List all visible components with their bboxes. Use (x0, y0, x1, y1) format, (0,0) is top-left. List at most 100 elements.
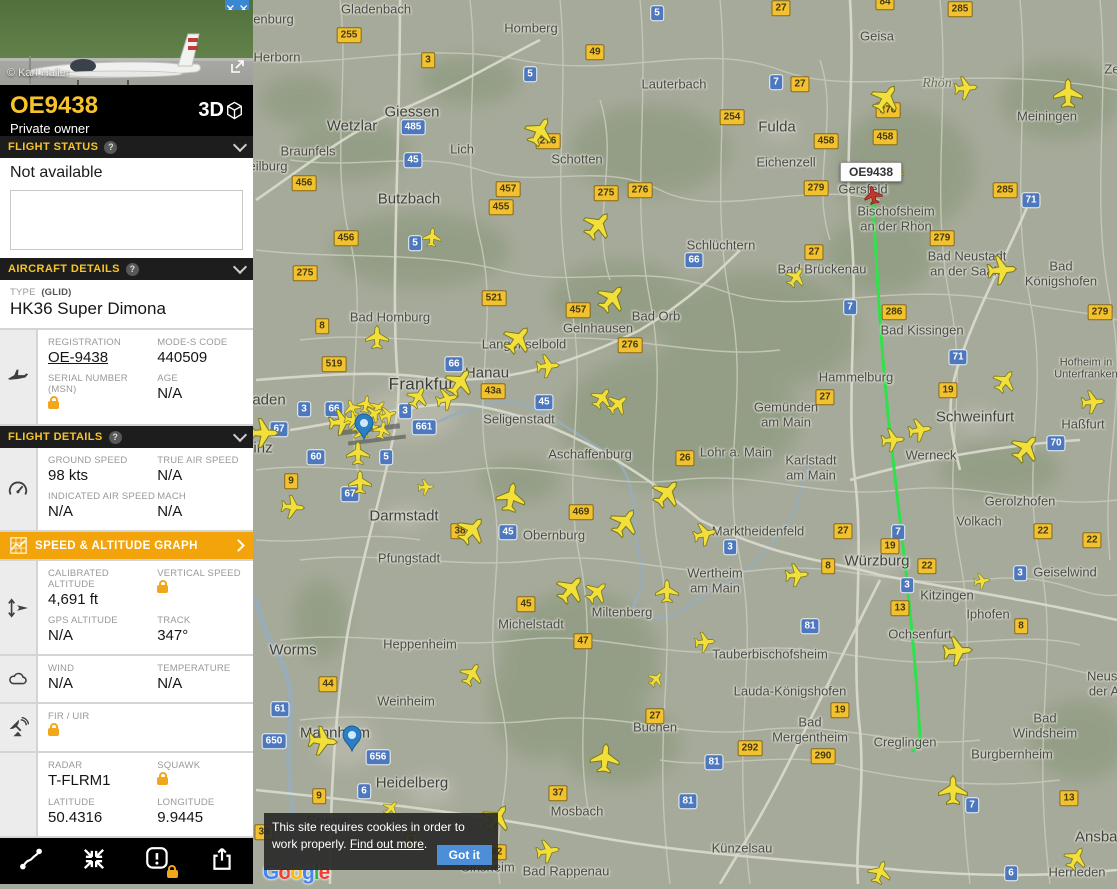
map-city-label: Creglingen (873, 734, 937, 750)
aircraft-icon[interactable] (365, 413, 399, 447)
aircraft-icon[interactable] (325, 405, 359, 439)
aircraft-icon[interactable] (360, 320, 394, 354)
aircraft-icon[interactable] (903, 413, 937, 447)
aircraft-icon[interactable] (494, 480, 528, 514)
road-shield: 650 (261, 733, 287, 749)
chevron-down-icon[interactable] (232, 137, 248, 153)
map-city-label: Gladenbach (340, 1, 412, 17)
aircraft-icon[interactable] (688, 517, 722, 551)
aircraft-icon[interactable] (341, 436, 375, 470)
aircraft-icon[interactable] (650, 574, 684, 608)
aircraft-icon[interactable] (554, 572, 588, 606)
section-header-flight-status[interactable]: FLIGHT STATUS ? (0, 136, 253, 158)
graph-icon (10, 537, 27, 554)
aircraft-icon[interactable] (869, 81, 903, 115)
road-shield: 469 (568, 504, 594, 520)
aircraft-icon[interactable] (580, 575, 614, 609)
map-pin[interactable] (341, 725, 363, 753)
aircraft-icon[interactable] (1059, 841, 1093, 875)
aircraft-icon[interactable] (601, 387, 635, 421)
aircraft-icon[interactable] (443, 365, 477, 399)
road-shield: 70 (1046, 435, 1066, 451)
speed-block: GROUND SPEED 98 kts TRUE AIR SPEED N/A I… (0, 448, 253, 530)
map-pin[interactable] (353, 413, 375, 441)
aircraft-icon[interactable] (876, 423, 910, 457)
aircraft-icon[interactable] (779, 260, 813, 294)
section-header-aircraft-details[interactable]: AIRCRAFT DETAILS ? (0, 258, 253, 280)
aircraft-icon[interactable] (1076, 385, 1110, 419)
chevron-down-icon[interactable] (232, 427, 248, 443)
road-shield: 19 (938, 382, 958, 398)
selected-aircraft-icon[interactable] (856, 178, 890, 212)
aircraft-icon[interactable] (455, 513, 489, 547)
map-city-label: Bad Windsheim (1012, 710, 1078, 740)
route-icon[interactable] (18, 846, 44, 877)
aircraft-icon[interactable] (343, 465, 377, 499)
center-map-icon[interactable] (81, 846, 107, 877)
photo-expand-icon[interactable] (230, 59, 245, 79)
aircraft-icon[interactable] (401, 380, 435, 414)
aircraft-icon[interactable] (415, 220, 449, 254)
road-shield: 13 (1059, 790, 1079, 806)
view-3d-button[interactable]: 3D (198, 99, 243, 122)
aircraft-icon[interactable] (639, 662, 673, 696)
lock-icon[interactable] (48, 723, 59, 736)
lock-icon[interactable] (157, 772, 169, 785)
aircraft-icon[interactable] (306, 724, 340, 758)
aircraft-icon[interactable] (650, 476, 684, 510)
aircraft-icon[interactable] (1009, 431, 1043, 465)
aircraft-icon[interactable] (588, 741, 622, 775)
aircraft-icon[interactable] (455, 657, 489, 691)
lock-icon[interactable] (48, 396, 59, 409)
aircraft-icon[interactable] (608, 505, 642, 539)
aircraft-icon[interactable] (585, 381, 619, 415)
share-icon[interactable] (209, 846, 235, 877)
map-city-label: Eichenzell (756, 154, 816, 170)
aircraft-icon[interactable] (581, 208, 615, 242)
aircraft-icon[interactable] (965, 564, 999, 598)
aircraft-icon[interactable] (941, 634, 975, 668)
map-city-label: Hanau (464, 364, 510, 382)
section-header-flight-details[interactable]: FLIGHT DETAILS ? (0, 426, 253, 448)
aircraft-icon[interactable] (1051, 76, 1085, 110)
aircraft-icon[interactable] (409, 470, 443, 504)
help-icon[interactable]: ? (108, 430, 122, 444)
aircraft-icon[interactable] (276, 490, 310, 524)
aircraft-icon[interactable] (523, 114, 557, 148)
alert-icon[interactable] (144, 845, 178, 878)
speed-altitude-graph-button[interactable]: SPEED & ALTITUDE GRAPH (0, 532, 253, 559)
chevron-down-icon[interactable] (232, 259, 248, 275)
aircraft-icon[interactable] (780, 558, 814, 592)
selected-flight-map-label[interactable]: OE9438 (840, 162, 903, 182)
got-it-button[interactable]: Got it (436, 845, 492, 865)
flight-info-sidebar: © Karl Haller ✕ ✕ OE9438 Private owner 3… (0, 0, 253, 884)
map-city-label: Schlüchtern (686, 237, 756, 253)
help-icon[interactable]: ? (125, 262, 139, 276)
map-city-label: Gelnhausen (562, 320, 634, 336)
aircraft-icon[interactable] (336, 403, 370, 437)
aircraft-icon[interactable] (595, 281, 629, 315)
aircraft-icon[interactable] (949, 71, 983, 105)
map-city-label: Gerolzhofen (984, 493, 1056, 509)
aircraft-icon[interactable] (371, 398, 405, 432)
close-panel-icon[interactable]: ✕ ✕ (225, 0, 249, 10)
find-out-more-link[interactable]: Find out more (349, 837, 424, 852)
help-icon[interactable]: ? (104, 140, 118, 154)
aircraft-icon[interactable] (501, 322, 535, 356)
aircraft-icon[interactable] (531, 834, 565, 868)
map-city-label: Wetzlar (326, 117, 378, 135)
road-shield: 19 (830, 702, 850, 718)
aircraft-icon[interactable] (430, 382, 464, 416)
lock-icon[interactable] (157, 580, 169, 593)
aircraft-icon[interactable] (936, 773, 970, 807)
map-city-label: Obernburg (522, 527, 586, 543)
aircraft-icon[interactable] (988, 364, 1022, 398)
aircraft-photo[interactable]: © Karl Haller ✕ ✕ (0, 0, 253, 85)
aircraft-icon[interactable] (863, 855, 897, 889)
registration-link[interactable]: OE-9438 (48, 349, 109, 366)
aircraft-icon[interactable] (985, 253, 1019, 287)
aircraft-icon[interactable] (531, 349, 565, 383)
aircraft-icon[interactable] (688, 625, 722, 659)
